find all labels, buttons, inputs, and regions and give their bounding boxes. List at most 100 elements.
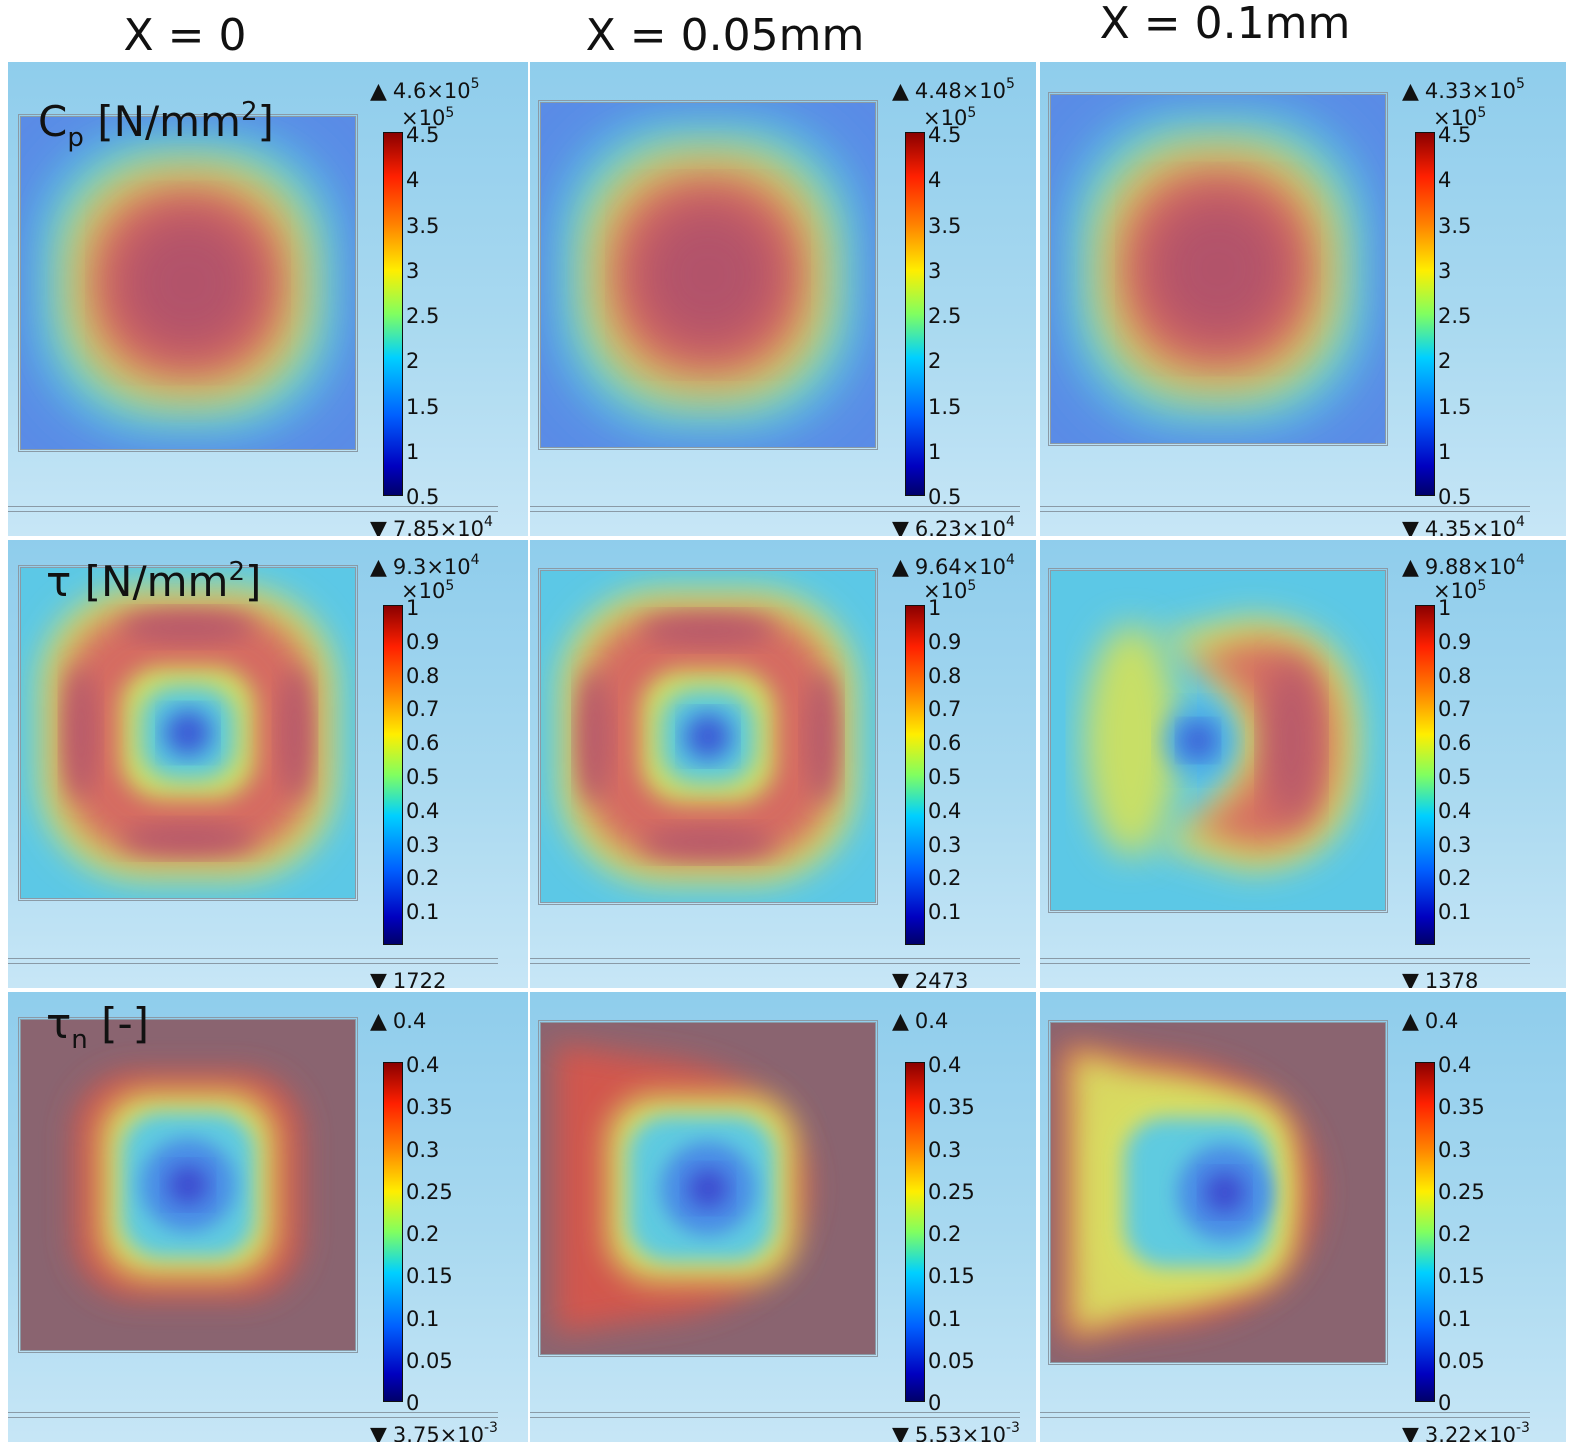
field-hot-right: [804, 670, 839, 803]
plot-panel-r1-c1: 1 0.9 0.8 0.7 0.6 0.5 0.4 0.3 0.2 0.1 ×105 ▲ 9.64×10…: [530, 540, 1036, 988]
colorbar-multiplier: ×105: [1433, 575, 1486, 602]
colorbar-tick-label: 0.5: [1438, 485, 1472, 509]
field-center: [684, 713, 732, 760]
colorbar-tick-label: 0.4: [1438, 1053, 1472, 1077]
max-base: 4.6×10: [392, 79, 471, 103]
colorbar-tick-label: 3.5: [928, 213, 962, 238]
plot-panel-r2-c2: 0.4 0.35 0.3 0.25 0.2 0.15 0.1 0.05 0 ▲ 0.4 ▼ 3.22×1…: [1040, 992, 1566, 1442]
multiplier-exponent: 5: [1477, 578, 1487, 594]
colorbar-tick-label: 0.4: [928, 798, 962, 823]
min-value: ▼ 6.23×104: [892, 510, 1015, 536]
colorbar-tick-label: 0.8: [1438, 663, 1472, 688]
max-value: ▲ 9.64×104: [892, 548, 1015, 580]
colorbar-tick-label: 2: [406, 349, 420, 374]
min-triangle-icon: ▼: [370, 517, 387, 537]
panel-baseline: [1040, 506, 1530, 512]
multiplier-exponent: 5: [445, 105, 455, 121]
min-base: 3.75×10: [392, 1423, 484, 1442]
field-core: [634, 199, 782, 351]
colorbar-tick-label: 0.05: [928, 1348, 975, 1373]
colorbar-tick-label: 0.05: [406, 1348, 453, 1373]
plot-panel-r0-c1: 4.5 4 3.5 3 2.5 2 1.5 1 0.5 ×105 ▲ 4.48×105 ▼ 6.23×10…: [530, 62, 1036, 536]
colorbar-tick-label: 0.3: [406, 1137, 440, 1162]
panel-baseline: [8, 1412, 498, 1418]
colorbar-tick-label: 3: [406, 258, 420, 283]
colorbar: [383, 605, 403, 945]
colorbar-tick-label: 1: [406, 596, 420, 620]
max-base: 4.33×10: [1424, 79, 1516, 103]
min-exponent: -3: [1516, 1420, 1530, 1436]
field-svg: [541, 571, 875, 902]
colorbar-tick-label: 2.5: [406, 304, 440, 328]
domain-frame: [18, 1017, 358, 1353]
max-exponent: 4: [1006, 552, 1015, 568]
colorbar-tick-label: 0.5: [406, 485, 440, 509]
field-plot: [21, 1020, 355, 1350]
min-value: ▼ 7.85×104: [370, 510, 493, 536]
field-core: [114, 209, 262, 357]
colorbar-multiplier: ×105: [923, 575, 976, 602]
colorbar-tick-label: 0.25: [1438, 1179, 1485, 1204]
domain-frame: [538, 100, 878, 450]
row-label-part: C: [38, 97, 68, 146]
max-value: ▲ 9.88×104: [1402, 548, 1525, 580]
max-exponent: 5: [1006, 76, 1015, 92]
min-value: ▼ 3.22×10-3: [1402, 1416, 1530, 1442]
panel-baseline: [530, 506, 1020, 512]
max-exponent: 5: [470, 76, 480, 92]
row-label-part: ]: [257, 97, 274, 146]
row-label-2: τn [-]: [46, 1000, 149, 1064]
min-exponent: 4: [1516, 514, 1525, 530]
colorbar-tick-label: 0.05: [1438, 1348, 1485, 1373]
min-value: ▼ 3.75×10-3: [370, 1416, 498, 1442]
colorbar-tick-label: 0.7: [928, 697, 962, 722]
colorbar-tick-label: 4: [406, 168, 420, 193]
row-label-part: [N/mm: [71, 557, 229, 606]
domain-frame: [538, 1020, 878, 1357]
colorbar-tick-label: 0.4: [406, 798, 440, 823]
field-center: [1204, 1172, 1245, 1213]
row-label-part: 2: [240, 97, 258, 127]
field-plot: [541, 571, 875, 902]
colorbar-tick-label: 0.15: [1438, 1264, 1485, 1289]
colorbar-tick-label: 0.3: [406, 832, 440, 857]
domain-frame: [538, 568, 878, 905]
colorbar: [1415, 132, 1435, 496]
colorbar-tick-label: 0.9: [928, 629, 962, 654]
min-base: 2473: [914, 969, 969, 988]
colorbar-tick-label: 4: [1438, 168, 1452, 193]
field-core: [1144, 192, 1292, 346]
domain-frame: [1048, 92, 1388, 446]
colorbar-tick-label: 1.5: [406, 394, 440, 419]
max-value: ▲ 4.33×105: [1402, 72, 1525, 104]
min-triangle-icon: ▼: [370, 969, 387, 989]
colorbar-tick-label: 0.3: [928, 1137, 962, 1162]
colorbar-tick-label: 0.1: [1438, 1306, 1472, 1331]
multiplier-exponent: 5: [967, 105, 977, 121]
min-triangle-icon: ▼: [370, 1423, 387, 1443]
max-exponent: 5: [1516, 76, 1525, 92]
field-plot: [21, 568, 355, 898]
colorbar-tick-label: 0.35: [928, 1095, 975, 1120]
colorbar: [1415, 1062, 1435, 1402]
colorbar-tick-label: 0: [928, 1391, 942, 1415]
max-triangle-icon: ▲: [370, 79, 387, 104]
max-base: 9.88×10: [1424, 555, 1516, 579]
field-hot-bottom: [641, 825, 775, 859]
min-triangle-icon: ▼: [892, 1423, 909, 1443]
multiplier-base: ×10: [401, 106, 446, 130]
domain-frame: [18, 114, 358, 452]
max-triangle-icon: ▲: [1402, 79, 1419, 104]
colorbar-tick-label: 0.25: [928, 1179, 975, 1204]
row-label-part: τ: [46, 999, 72, 1048]
colorbar-multiplier: ×105: [401, 102, 454, 129]
field-band-left: [1084, 625, 1178, 856]
min-value: ▼ 1378: [1402, 962, 1478, 988]
colorbar-tick-label: 4.5: [406, 123, 440, 147]
field-svg: [21, 117, 355, 449]
min-base: 7.85×10: [392, 517, 484, 536]
max-exponent: 4: [470, 552, 480, 568]
min-value: ▼ 5.53×10-3: [892, 1416, 1020, 1442]
field-svg: [1051, 1023, 1385, 1362]
colorbar-tick-label: 0.15: [928, 1264, 975, 1289]
